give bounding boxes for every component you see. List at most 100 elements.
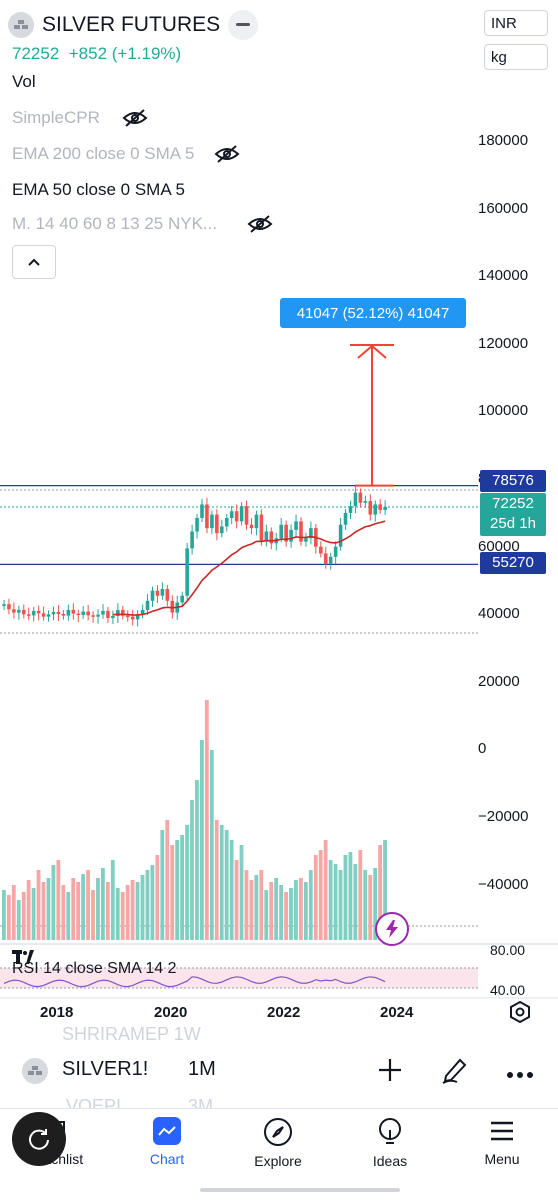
measure-label[interactable]: 41047 (52.12%) 41047 [280,298,466,328]
symbol-header[interactable]: SILVER FUTURES [8,8,220,42]
unit-select[interactable]: kg [484,44,548,70]
refresh-button[interactable] [12,1112,66,1166]
last-price-tag: 72252 25d 1h [480,493,546,536]
volume-bar [244,870,249,940]
candle-body [46,614,51,617]
eye-hidden-icon[interactable] [122,108,148,128]
candle-body [130,616,135,620]
legend-ema50[interactable]: EMA 50 close 0 SMA 5 [12,180,185,199]
price-axis-label: 160000 [478,199,529,217]
candle-body [319,546,323,554]
volume-bar [333,864,338,940]
candle-body [41,613,46,617]
collapse-legend-button[interactable] [228,10,258,40]
price-axis-label: 140000 [478,267,529,285]
candle-body [56,611,61,614]
candle-body [31,610,36,616]
volume-bar [36,870,41,940]
currency-select[interactable]: INR [484,10,548,36]
volume-bar [195,780,199,940]
interval-button[interactable]: 1M [188,1058,216,1080]
nav-ideas[interactable]: Ideas [345,1117,435,1169]
candle-body [101,610,105,615]
silver-icon [22,1058,48,1084]
volume-bar [160,830,165,940]
plus-icon[interactable] [376,1056,404,1084]
nav-explore[interactable]: Explore [233,1117,323,1169]
home-indicator [200,1188,400,1192]
candle-body [244,506,249,525]
volume-bar [145,870,150,940]
candle-body [215,514,219,534]
price-axis-label: 100000 [478,402,529,420]
volume-bar [200,740,204,940]
volume-bar [299,878,303,940]
volume-bar [209,750,214,940]
volume-bar [2,890,6,940]
volume-bar [363,870,368,940]
candle-body [304,538,308,542]
nav-menu[interactable]: Menu [457,1117,547,1167]
legend-multi[interactable]: M. 14 40 60 8 13 25 NYK... [12,214,273,234]
volume-bar [135,882,140,940]
candle-body [358,492,363,503]
rsi-axis-bottom: 40.00 [490,982,526,998]
lightning-button[interactable] [375,912,409,946]
volume-bar [239,845,244,940]
candle-body [195,517,199,532]
more-icon[interactable] [506,1066,534,1078]
eye-hidden-icon[interactable] [214,144,240,164]
volume-bar [338,870,343,940]
candle-body [190,531,194,549]
candle-body [279,524,283,539]
price-axis-label: 60000 [478,537,520,555]
legend-ema200[interactable]: EMA 200 close 0 SMA 5 [12,144,240,164]
pen-icon[interactable] [440,1054,470,1084]
candle-body [343,512,348,525]
settings-icon[interactable] [508,1000,532,1024]
lightning-icon [386,920,398,938]
volume-bar [214,820,219,940]
volume-bar [279,885,283,940]
candle-body [328,556,333,564]
upper-level-tag: 78576 [480,470,546,492]
candle-body [229,511,234,518]
volume-bar [328,860,333,940]
price-axis-label: 20000 [478,672,520,690]
candle-body [36,610,41,614]
behind-watchlist-item: SHRIRAMEP 1W [62,1024,201,1044]
candle-body [259,514,264,542]
legend-vol[interactable]: Vol [12,72,36,91]
volume-bar [294,880,298,940]
volume-bar [269,882,274,940]
volume-bar [16,900,21,940]
legend-simplecpr[interactable]: SimpleCPR [12,108,148,128]
nav-chart[interactable]: Chart [122,1117,212,1167]
candle-body [185,548,189,596]
eye-hidden-icon[interactable] [247,214,273,234]
volume-bar [105,882,110,940]
volume-bar [130,880,135,940]
collapse-indicators-button[interactable] [12,245,56,279]
price-axis-label: 180000 [478,132,529,149]
tradingview-logo [12,950,34,970]
rsi-legend[interactable]: RSI 14 close SMA 14 2 [12,960,177,977]
symbol-button[interactable]: SILVER1! [62,1058,149,1080]
volume-bar [170,845,175,940]
compass-icon [264,1118,292,1146]
candle-body [22,609,26,615]
candle-body [96,614,100,617]
last-price: 72252 [12,44,60,63]
candle-body [294,521,298,530]
volume-bar [76,882,81,940]
volume-bar [254,875,259,940]
volume-bar [284,892,288,940]
time-label: 2024 [380,1004,414,1021]
symbol-bar: SILVER1! 1M [0,1048,558,1092]
chart-canvas[interactable] [0,0,558,1040]
candle-body [140,609,145,615]
volume-bar [348,852,353,940]
time-label: 2022 [267,1004,301,1021]
volume-bar [353,864,358,940]
volume-bar [259,870,264,940]
